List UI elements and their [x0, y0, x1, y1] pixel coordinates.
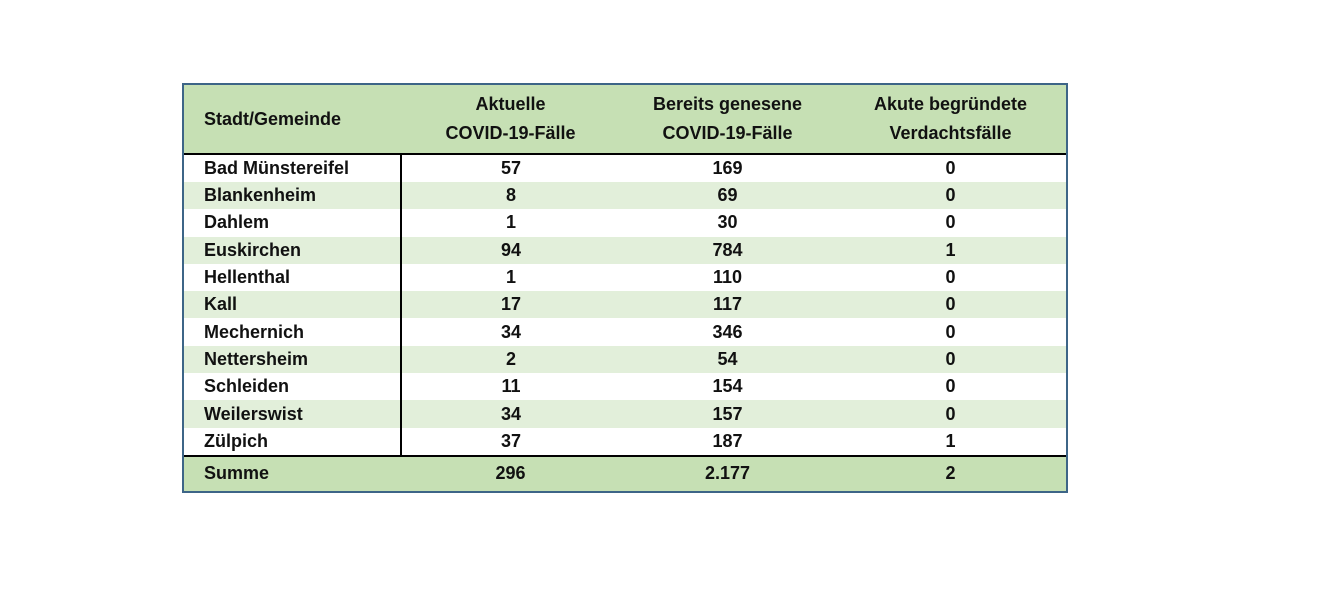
cell-recovered-cases: 30 — [717, 212, 738, 233]
cell-current-cases: 17 — [500, 294, 522, 315]
cell-current-cases: 2 — [505, 348, 516, 369]
cell-municipality: Dahlem — [184, 209, 402, 237]
header-suspected-cases: Akute begründete Verdachtsfälle — [835, 85, 1066, 155]
table-row: Hellenthal 1 110 0 — [184, 263, 1066, 292]
table-row: Bad Münstereifel 57 169 0 — [184, 154, 1066, 182]
cell-recovered-cases: 117 — [712, 294, 743, 315]
table-row: Nettersheim 2 54 0 — [184, 345, 1066, 374]
cell-current-cases: 37 — [401, 427, 620, 457]
cell-suspected-cases: 0 — [945, 403, 956, 424]
cell-municipality: Euskirchen — [184, 236, 402, 264]
summary-label: Summe — [204, 463, 270, 484]
cell-municipality: Mechernich — [184, 318, 402, 346]
cell-recovered-cases: 784 — [712, 239, 743, 260]
cell-current-cases: 34 — [500, 403, 522, 424]
cell-municipality: Schleiden — [184, 373, 402, 401]
cell-suspected-cases: 0 — [945, 185, 956, 206]
cell-municipality: Blankenheim — [184, 182, 402, 210]
header-current-cases: Aktuelle COVID-19-Fälle — [401, 85, 620, 155]
cell-current-cases: 1 — [505, 267, 516, 288]
table-footer: Summe 296 2.177 2 — [184, 455, 1066, 491]
cases-table-grid: Stadt/Gemeinde Aktuelle COVID-19-Fälle B… — [184, 85, 1066, 491]
summary-row: Summe 296 2.177 2 — [184, 455, 1066, 491]
cell-municipality: Kall — [184, 291, 402, 319]
table-row: Zülpich 37 187 1 — [184, 427, 1066, 457]
summary-suspected-cases: 2 — [945, 463, 956, 484]
cell-recovered-cases: 187 — [620, 427, 835, 457]
cell-suspected-cases: 0 — [945, 294, 956, 315]
cell-current-cases: 11 — [501, 376, 521, 397]
cell-suspected-cases: 0 — [945, 321, 956, 342]
cell-current-cases: 8 — [505, 185, 516, 206]
cell-municipality: Hellenthal — [184, 263, 402, 292]
table-row: Mechernich 34 346 0 — [184, 318, 1066, 346]
cell-suspected-cases: 0 — [945, 376, 956, 397]
cell-current-cases: 57 — [500, 158, 522, 178]
cell-suspected-cases: 0 — [945, 267, 956, 288]
cell-current-cases: 94 — [500, 239, 522, 260]
cell-recovered-cases: 54 — [717, 348, 738, 369]
table-body: Bad Münstereifel 57 169 0 Blankenheim 8 69 0 Dah… — [184, 154, 1066, 457]
cell-municipality: Nettersheim — [184, 345, 402, 374]
table-row: Euskirchen 94 784 1 — [184, 236, 1066, 264]
summary-recovered-cases: 2.177 — [704, 463, 751, 484]
cell-recovered-cases: 110 — [712, 267, 743, 288]
table-row: Dahlem 1 30 0 — [184, 209, 1066, 237]
table-header: Stadt/Gemeinde Aktuelle COVID-19-Fälle B… — [184, 85, 1066, 155]
header-row: Stadt/Gemeinde Aktuelle COVID-19-Fälle B… — [184, 85, 1066, 155]
cell-suspected-cases: 0 — [945, 158, 956, 178]
cell-suspected-cases: 1 — [835, 427, 1066, 457]
cell-municipality: Bad Münstereifel — [184, 154, 402, 182]
covid-cases-table: Stadt/Gemeinde Aktuelle COVID-19-Fälle B… — [182, 83, 1068, 493]
cell-recovered-cases: 346 — [712, 321, 743, 342]
table-row: Schleiden 11 154 0 — [184, 373, 1066, 401]
header-recovered-cases: Bereits genesene COVID-19-Fälle — [620, 85, 835, 155]
cell-suspected-cases: 0 — [945, 212, 956, 233]
cell-suspected-cases: 1 — [945, 239, 956, 260]
table-row: Blankenheim 8 69 0 — [184, 182, 1066, 210]
cell-recovered-cases: 169 — [712, 158, 743, 178]
cell-municipality: Weilerswist — [184, 400, 402, 428]
table-row: Weilerswist 34 157 0 — [184, 400, 1066, 428]
cell-recovered-cases: 69 — [717, 185, 738, 206]
summary-current-cases: 296 — [495, 463, 526, 484]
table-row: Kall 17 117 0 — [184, 291, 1066, 319]
cell-current-cases: 1 — [505, 212, 516, 233]
cell-recovered-cases: 157 — [712, 403, 743, 424]
cell-municipality: Zülpich — [184, 427, 402, 457]
cell-recovered-cases: 154 — [712, 376, 743, 397]
cell-current-cases: 34 — [500, 321, 522, 342]
cell-suspected-cases: 0 — [945, 348, 956, 369]
header-municipality: Stadt/Gemeinde — [184, 85, 401, 155]
